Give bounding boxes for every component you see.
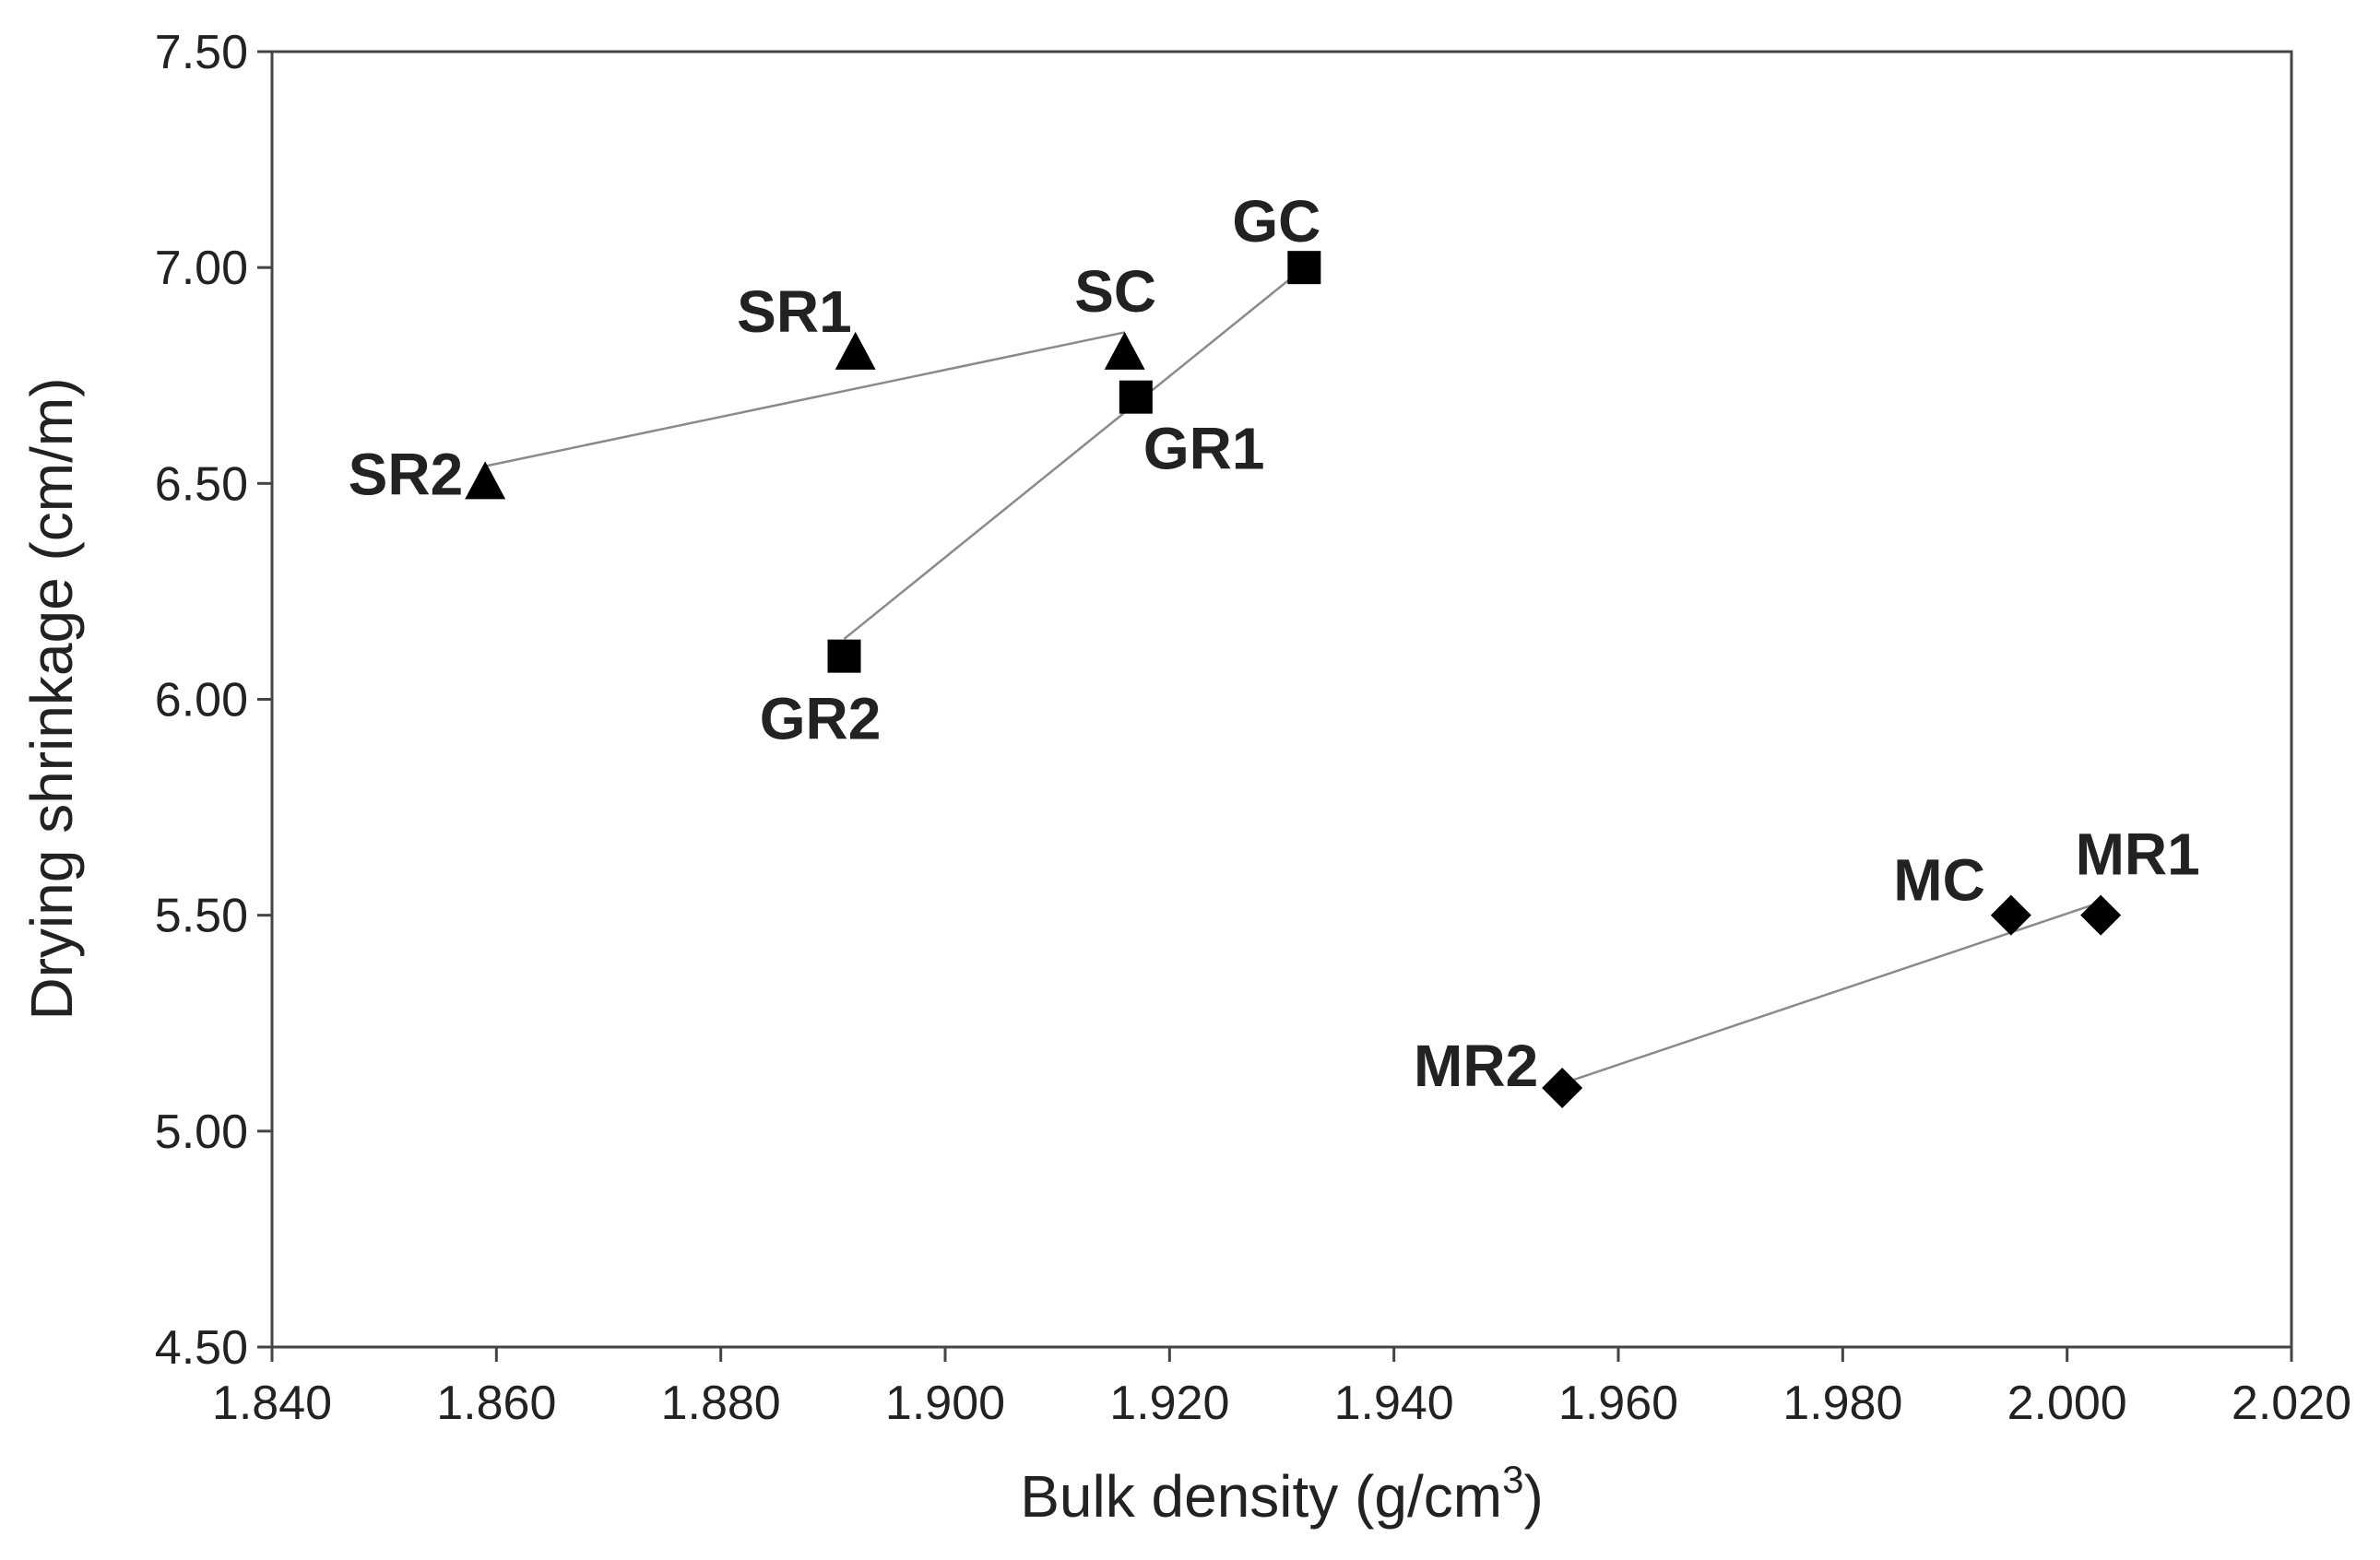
marker-mr2	[1542, 1068, 1583, 1108]
point-label-gr2: GR2	[760, 686, 882, 752]
point-label-gr1: GR1	[1143, 416, 1265, 482]
y-axis-title: Drying shrinkage (cm/m)	[18, 377, 85, 1020]
x-axis-title-superscript: 3	[1502, 1458, 1523, 1501]
x-tick-label: 1.940	[1334, 1377, 1454, 1430]
trendline-m	[1561, 901, 2102, 1085]
x-tick-label: 1.840	[212, 1377, 332, 1430]
marker-sr1	[835, 331, 876, 370]
point-label-sc: SC	[1074, 258, 1156, 325]
marker-gc	[1287, 251, 1321, 285]
x-axis-title: Bulk density (g/cm3)	[1020, 1458, 1544, 1530]
marker-gr2	[827, 639, 861, 673]
marker-mr1	[2080, 894, 2122, 936]
x-tick-label: 1.980	[1782, 1377, 1902, 1430]
x-tick-label: 2.020	[2232, 1377, 2351, 1430]
point-label-mc: MC	[1893, 847, 1985, 914]
y-tick-label: 7.00	[155, 242, 248, 295]
x-tick-label: 1.880	[661, 1377, 781, 1430]
point-labels: SR2 SR1 SC GR2 GR1 GC MR2 MC MR1	[349, 188, 2200, 1099]
point-label-mr1: MR1	[2076, 821, 2200, 888]
x-tick-label: 1.920	[1109, 1377, 1229, 1430]
point-label-mr2: MR2	[1414, 1033, 1538, 1099]
trendline-g	[843, 266, 1306, 640]
point-label-gc: GC	[1232, 188, 1320, 254]
x-tick-label: 1.900	[885, 1377, 1005, 1430]
y-tick-label: 6.00	[155, 674, 248, 727]
x-tick-label: 1.960	[1558, 1377, 1678, 1430]
y-axis: 4.50 5.00 5.50 6.00 6.50 7.00 7.50	[155, 26, 272, 1375]
y-tick-label: 6.50	[155, 457, 248, 511]
x-tick-label: 1.860	[436, 1377, 556, 1430]
marker-gr1	[1119, 380, 1153, 414]
trendlines	[484, 266, 2102, 1085]
y-tick-label: 5.50	[155, 890, 248, 943]
marker-sr2	[465, 461, 506, 500]
marker-sc	[1104, 331, 1145, 370]
marker-mc	[1990, 894, 2031, 936]
x-axis: 1.840 1.860 1.880 1.900 1.920 1.940 1.960 1.980…	[212, 1347, 2351, 1430]
y-tick-label: 4.50	[155, 1321, 248, 1375]
y-tick-label: 7.50	[155, 26, 248, 79]
point-label-sr1: SR1	[737, 278, 852, 345]
y-tick-label: 5.00	[155, 1105, 248, 1159]
trendline-s	[484, 331, 1125, 467]
x-tick-label: 2.000	[2007, 1377, 2127, 1430]
data-markers	[465, 251, 2122, 1108]
point-label-sr2: SR2	[349, 441, 464, 507]
